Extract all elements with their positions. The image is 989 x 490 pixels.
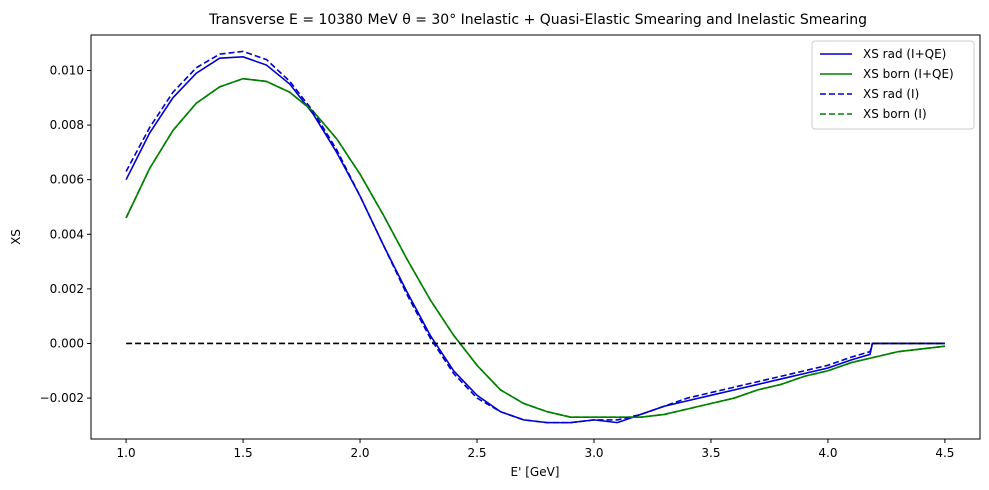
series-line-xs-born-i	[125, 77, 946, 418]
legend-label: XS rad (I+QE)	[863, 47, 946, 61]
y-tick-label: 0.002	[50, 282, 84, 296]
x-tick-label: 1.5	[234, 446, 253, 460]
y-tick-label: 0.010	[50, 63, 84, 77]
y-tick-label: 0.004	[50, 227, 84, 241]
series-layer	[125, 50, 946, 424]
legend-label: XS born (I+QE)	[863, 67, 954, 81]
x-axis-ticks: 1.0 1.5 2.0 2.5 3.0 3.5 4.0 4.5	[117, 439, 954, 460]
legend-label: XS born (I)	[863, 107, 927, 121]
legend-label: XS rad (I)	[863, 87, 919, 101]
x-tick-label: 2.5	[467, 446, 486, 460]
x-tick-label: 4.0	[818, 446, 837, 460]
chart-title: Transverse E = 10380 MeV θ = 30° Inelast…	[208, 12, 867, 28]
plot-area	[90, 34, 981, 440]
legend-box	[811, 40, 975, 130]
y-tick-label: 0.006	[50, 173, 84, 187]
x-tick-label: 3.0	[584, 446, 603, 460]
y-tick-label: 0.000	[50, 336, 84, 350]
x-tick-label: 1.0	[117, 446, 136, 460]
x-tick-label: 2.0	[350, 446, 369, 460]
x-axis-label: E' [GeV]	[511, 465, 560, 479]
legend: XS rad (I+QE) XS born (I+QE) XS rad (I) XS …	[811, 40, 975, 130]
plot-frame	[90, 34, 981, 440]
y-tick-label: −0.002	[40, 391, 84, 405]
y-axis-label: XS	[9, 229, 23, 245]
series-line-xs-rad-i	[125, 50, 945, 424]
x-tick-label: 4.5	[935, 446, 954, 460]
y-tick-label: 0.008	[50, 118, 84, 132]
x-tick-label: 3.5	[701, 446, 720, 460]
y-axis-ticks: −0.002 0.000 0.002 0.004 0.006 0.008 0.010	[40, 63, 91, 405]
